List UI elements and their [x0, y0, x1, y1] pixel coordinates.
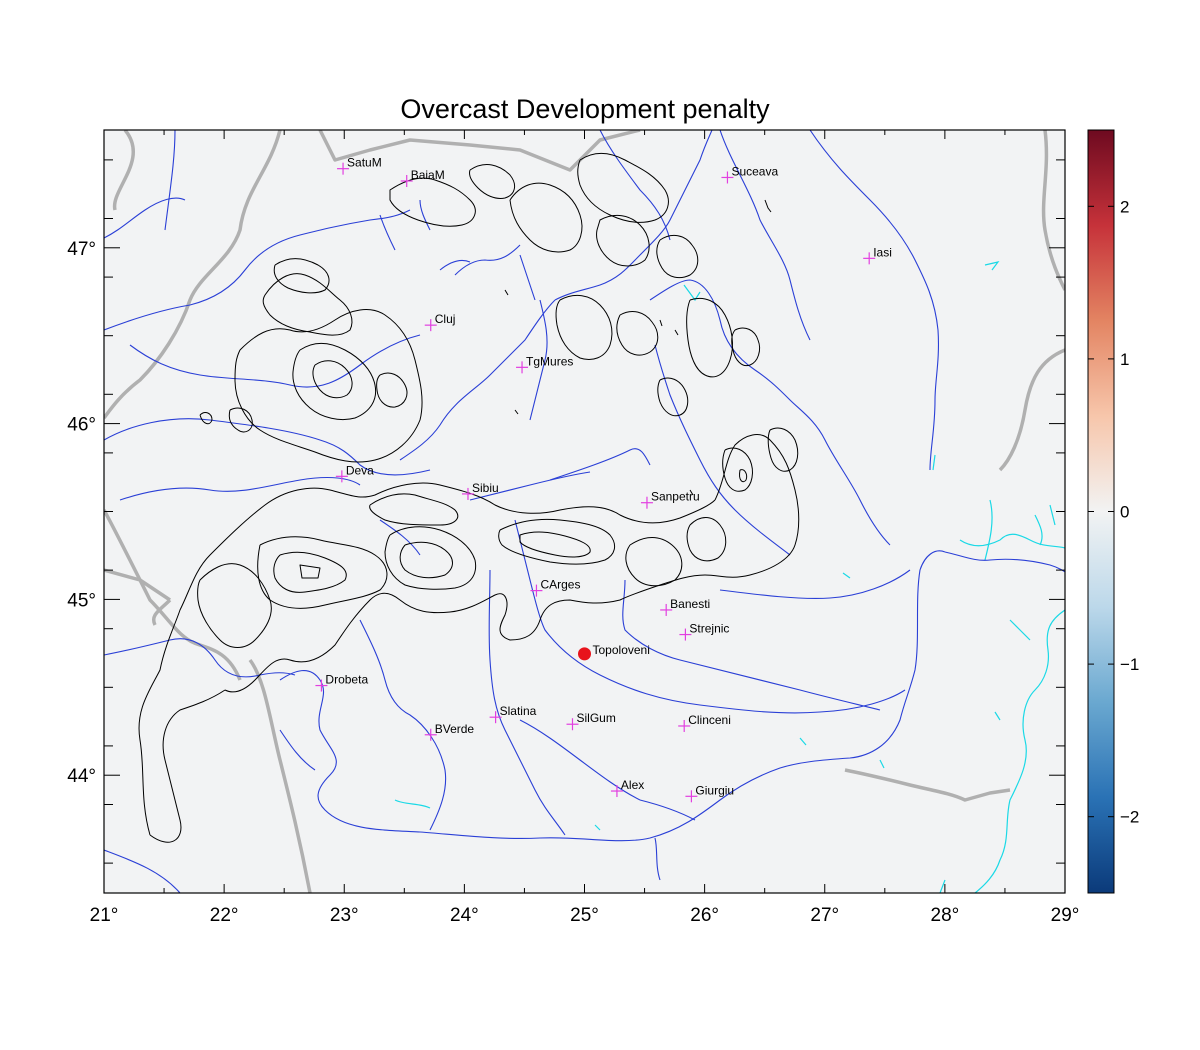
city-marker: Sanpetru: [640, 490, 700, 509]
city-marker: Strejnic: [679, 622, 729, 641]
city-marker: Suceava: [721, 164, 778, 184]
country-borders: [104, 130, 1065, 893]
city-marker: Alex: [610, 778, 644, 798]
lat-tick-label: 46°: [67, 415, 96, 436]
city-label: Strejnic: [689, 622, 729, 636]
terrain-contours: [138, 152, 800, 843]
city-label: SilGum: [576, 711, 615, 725]
colorbar-tick-label: −1: [1120, 655, 1139, 674]
city-marker: Slatina: [489, 704, 537, 724]
city-label: Sanpetru: [651, 490, 700, 504]
city-label: Suceava: [731, 164, 778, 178]
city-marker: Banesti: [660, 597, 710, 616]
lon-tick-label: 22°: [210, 905, 239, 926]
city-marker: Iasi: [863, 245, 892, 265]
city-label: Banesti: [670, 597, 710, 611]
city-marker: Giurgiu: [685, 783, 734, 803]
city-marker: Sibiu: [461, 481, 499, 500]
lon-tick-label: 26°: [690, 905, 719, 926]
city-marker: BaiaM: [400, 168, 445, 187]
colorbar-tick-label: 0: [1120, 503, 1129, 522]
axis-ticks: 21° 22° 23° 24° 25° 26° 27° 28° 29° 44° 45° 46° 47°: [67, 130, 1079, 926]
city-marker: SilGum: [566, 711, 616, 731]
city-marker: BVerde: [424, 722, 475, 741]
city-label: CArges: [540, 578, 580, 592]
city-marker: SatuM: [337, 156, 382, 175]
city-marker: Deva: [335, 463, 374, 483]
highlight-dot: [578, 647, 591, 661]
lat-tick-label: 44°: [67, 766, 96, 787]
city-label: Drobeta: [325, 673, 368, 687]
lon-tick-label: 27°: [810, 905, 839, 926]
city-label: Iasi: [873, 245, 892, 259]
lon-tick-label: 21°: [90, 905, 119, 926]
city-label: Giurgiu: [695, 783, 734, 797]
city-marker: Clinceni: [678, 713, 731, 732]
lon-tick-label: 28°: [931, 905, 960, 926]
colorbar-tick-label: 1: [1120, 350, 1129, 369]
map-background: [104, 130, 1065, 893]
city-label: Sibiu: [472, 481, 499, 495]
city-label: BVerde: [435, 722, 475, 736]
map-title: Overcast Development penalty: [400, 94, 770, 124]
highlight-label: Topoloveni: [593, 643, 650, 657]
lat-tick-label: 47°: [67, 239, 96, 260]
city-label: Deva: [346, 463, 374, 477]
rivers: [104, 130, 1065, 893]
lon-tick-label: 23°: [330, 905, 359, 926]
city-marker: TgMures: [516, 354, 573, 374]
city-label: Alex: [621, 778, 644, 792]
city-markers: SatuM BaiaM Suceava Iasi Cluj TgMures Deva Sibi…: [315, 156, 892, 803]
city-marker: Cluj: [424, 312, 456, 332]
city-marker: Drobeta: [315, 673, 368, 692]
highlight-location: Topoloveni: [578, 643, 650, 661]
city-label: Slatina: [500, 704, 537, 718]
lon-tick-label: 29°: [1051, 905, 1080, 926]
city-label: TgMures: [526, 354, 573, 368]
lat-tick-label: 45°: [67, 590, 96, 611]
city-label: BaiaM: [411, 168, 445, 182]
map-layers: [104, 130, 1065, 893]
city-label: SatuM: [347, 156, 382, 170]
city-label: Clinceni: [688, 713, 731, 727]
lon-tick-label: 24°: [450, 905, 479, 926]
coast-and-lakes: [394, 261, 1065, 893]
colorbar-tick-label: −2: [1120, 808, 1139, 827]
colorbar-tick-label: 2: [1120, 197, 1129, 216]
city-label: Cluj: [435, 312, 456, 326]
colorbar-ticks: 2 1 0 −1 −2: [1088, 197, 1139, 827]
lon-tick-label: 25°: [570, 905, 599, 926]
city-marker: CArges: [530, 578, 580, 597]
